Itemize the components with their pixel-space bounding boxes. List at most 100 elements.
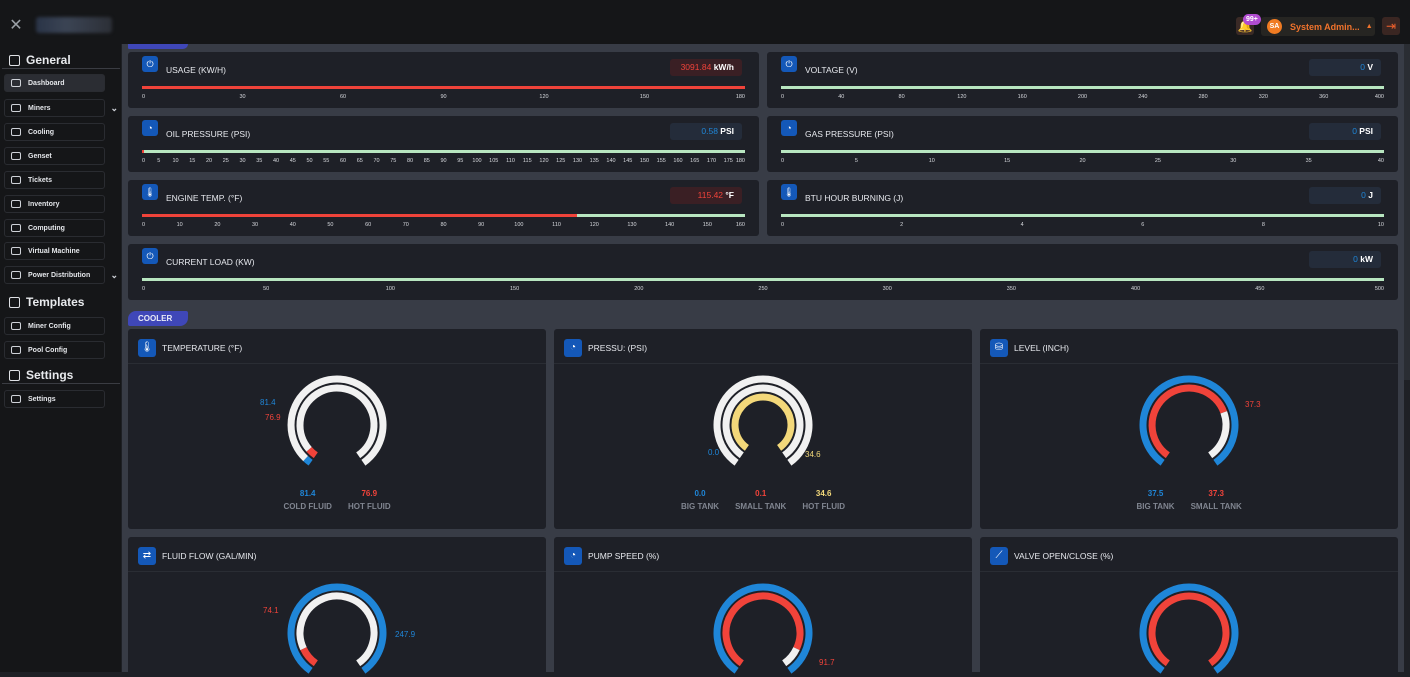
gauge-card: ⇄ FLUID FLOW (GAL/MIN) 74.1 247.9 bbox=[128, 537, 546, 677]
tick-label: 30 bbox=[1230, 158, 1237, 164]
gauge-arc bbox=[1139, 583, 1239, 674]
tick-label: 65 bbox=[356, 158, 363, 164]
gauge-chart: 74.1 247.9 bbox=[263, 583, 416, 674]
tick-label: 0 bbox=[142, 158, 146, 164]
tick-label: 360 bbox=[1319, 94, 1329, 100]
header-divider bbox=[128, 363, 546, 364]
meter-fill bbox=[142, 150, 144, 153]
tick-label: 180 bbox=[735, 94, 745, 100]
meter-track bbox=[781, 214, 1384, 217]
meter-title: GAS PRESSURE (PSI) bbox=[805, 129, 894, 139]
user-menu-button[interactable]: SA System Admin... ▲ bbox=[1261, 17, 1375, 36]
sidebar-item-power-distribution[interactable]: Power Distribution ⌄ bbox=[4, 266, 118, 284]
tick-label: 400 bbox=[1131, 286, 1141, 292]
meter-value-box: 0 J bbox=[1309, 187, 1381, 204]
gauge-chart bbox=[1139, 583, 1239, 674]
sidebar-item-miners[interactable]: Miners ⌄ bbox=[4, 99, 118, 117]
gauge-chart: 91.7 bbox=[713, 583, 835, 674]
tick-label: 55 bbox=[323, 158, 330, 164]
tick-label: 140 bbox=[606, 158, 616, 164]
sidebar-item-tickets[interactable]: Tickets bbox=[4, 171, 105, 189]
close-icon[interactable]: ✕ bbox=[9, 17, 23, 34]
meter-value: 3091.84 bbox=[680, 62, 712, 72]
meter-value: 0 bbox=[1352, 126, 1357, 136]
meter-fill bbox=[142, 214, 577, 217]
legend-item: 81.4 COLD FLUID bbox=[284, 489, 332, 511]
tick-label: 80 bbox=[440, 222, 447, 228]
meter-unit: kW bbox=[1360, 254, 1373, 264]
tick-label: 40 bbox=[272, 158, 280, 164]
gear-icon bbox=[11, 395, 21, 403]
config-icon bbox=[11, 322, 21, 330]
tick-label: 200 bbox=[634, 286, 644, 292]
sidebar-item-computing[interactable]: Computing bbox=[4, 219, 105, 237]
sidebar-item-miner-config[interactable]: Miner Config bbox=[4, 317, 105, 335]
power-icon bbox=[11, 271, 21, 279]
sidebar-item-dashboard[interactable]: Dashboard bbox=[4, 74, 105, 92]
legend-value: 0.1 bbox=[755, 489, 767, 498]
tick-label: 0 bbox=[142, 94, 146, 100]
gauge-card: 🌡 TEMPERATURE (°F) 81.4 76.9 81.4 COLD FLUI… bbox=[128, 329, 546, 529]
tick-label: 115 bbox=[522, 158, 532, 164]
tick-label: 110 bbox=[552, 222, 561, 228]
thermometer-icon: 🌡 bbox=[142, 184, 158, 200]
meter-title: OIL PRESSURE (PSI) bbox=[166, 129, 251, 139]
chevron-down-icon[interactable]: ⌄ bbox=[110, 103, 118, 113]
sidebar-item-genset[interactable]: Genset bbox=[4, 147, 105, 165]
sidebar-item-virtual-machine[interactable]: Virtual Machine bbox=[4, 242, 105, 260]
sidebar-item-pool-config[interactable]: Pool Config bbox=[4, 341, 105, 359]
tick-label: 0 bbox=[142, 222, 146, 228]
legend-label: BIG TANK bbox=[681, 502, 720, 511]
tick-label: 120 bbox=[539, 94, 549, 100]
tick-label: 20 bbox=[214, 222, 221, 228]
sidebar-item-settings[interactable]: Settings bbox=[4, 390, 105, 408]
tank-icon: ⛁ bbox=[990, 339, 1008, 357]
tick-label: 120 bbox=[589, 222, 599, 228]
meter-card: ◔ GAS PRESSURE (PSI) 0 PSI 0 5 10 15 20 25 30 3… bbox=[767, 116, 1398, 172]
tick-label: 80 bbox=[406, 158, 414, 164]
inventory-icon bbox=[11, 200, 21, 208]
tick-label: 10 bbox=[172, 158, 179, 164]
gauge-arc bbox=[722, 384, 804, 459]
tick-label: 0 bbox=[781, 158, 785, 164]
tick-label: 90 bbox=[440, 158, 447, 164]
plug-icon: ⏻ bbox=[142, 248, 158, 264]
gauge-arc bbox=[1148, 384, 1228, 459]
top-bar: ✕ 🔔 99+ SA System Admin... ▲ ⇥ bbox=[0, 0, 1410, 44]
plug-icon: ⏻ bbox=[781, 56, 797, 72]
gauge-title: FLUID FLOW (GAL/MIN) bbox=[162, 551, 257, 561]
gauge-arc bbox=[1139, 375, 1239, 466]
tick-label: 5 bbox=[854, 158, 858, 164]
sidebar-section-general: General bbox=[9, 53, 71, 67]
meter-value-box: 0 PSI bbox=[1309, 123, 1381, 140]
tick-label: 165 bbox=[690, 158, 700, 164]
logout-icon[interactable]: ⇥ bbox=[1382, 17, 1400, 35]
sidebar-item-cooling[interactable]: Cooling bbox=[4, 123, 105, 141]
meter-track bbox=[781, 150, 1384, 153]
tick-label: 160 bbox=[673, 158, 683, 164]
meter-value-box: 0.58 PSI bbox=[670, 123, 742, 140]
meter-track bbox=[142, 214, 745, 217]
tick-label: 2 bbox=[900, 222, 904, 228]
gauge-callout: 76.9 bbox=[265, 413, 281, 422]
tick-label: 50 bbox=[306, 158, 313, 164]
sidebar-item-inventory[interactable]: Inventory bbox=[4, 195, 105, 213]
gauge-callout: 34.6 bbox=[805, 450, 821, 459]
gauge-callout: 74.1 bbox=[263, 606, 279, 615]
tick-label: 160 bbox=[735, 222, 745, 228]
divider bbox=[2, 383, 120, 384]
chevron-down-icon[interactable]: ⌄ bbox=[110, 270, 118, 280]
meter-track bbox=[142, 278, 1384, 281]
gauge-arc bbox=[713, 583, 813, 674]
tick-label: 300 bbox=[882, 286, 892, 292]
tick-label: 25 bbox=[1154, 158, 1161, 164]
gauge-icon: ◔ bbox=[781, 120, 797, 136]
scrollbar[interactable] bbox=[1404, 44, 1410, 380]
meter-value-box: 0 kW bbox=[1309, 251, 1381, 268]
meter-unit: PSI bbox=[720, 126, 734, 136]
meter-card: ⏻ VOLTAGE (V) 0 V 0 40 80 120 160 200 240 280 32… bbox=[767, 52, 1398, 108]
legend-item: 0.0 BIG TANK bbox=[681, 489, 719, 511]
section-tab-cooler: COOLER bbox=[128, 311, 188, 326]
meter-value-box: 0 V bbox=[1309, 59, 1381, 76]
tick-label: 4 bbox=[1020, 222, 1024, 228]
